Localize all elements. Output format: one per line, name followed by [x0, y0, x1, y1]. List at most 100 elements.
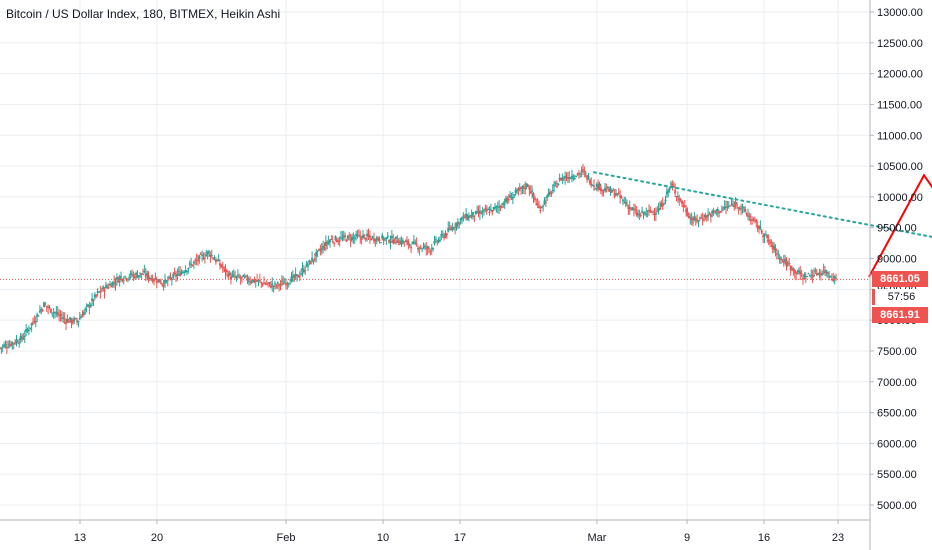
candle-body: [620, 196, 623, 198]
candle-body: [576, 173, 579, 175]
candle-body: [498, 206, 501, 208]
candle-body: [708, 214, 711, 216]
candle-body: [264, 283, 267, 285]
candle-body: [769, 242, 771, 244]
candle-body: [395, 236, 397, 239]
candle-body: [327, 241, 330, 244]
candle-body: [617, 192, 620, 194]
time-tick-label: 23: [832, 532, 844, 544]
candle-body: [102, 286, 105, 290]
candle-body: [572, 177, 575, 179]
candle-body: [131, 274, 133, 276]
candle-body: [483, 209, 485, 211]
candle-body: [206, 251, 209, 254]
candle-body: [415, 243, 418, 245]
candle-body: [283, 282, 286, 284]
candle-body: [429, 250, 432, 252]
candle-body: [582, 169, 584, 171]
price-tick-label: 11500.00: [877, 99, 922, 111]
candle-body: [77, 320, 80, 323]
candle-body: [736, 204, 738, 206]
candle-body: [461, 217, 463, 220]
candle-body: [506, 198, 509, 201]
candle-body: [832, 279, 835, 281]
candle-body: [474, 211, 477, 215]
candle-body: [791, 269, 793, 271]
candle-body: [674, 190, 677, 194]
candle-body: [316, 250, 319, 252]
candle-body: [804, 277, 807, 279]
candle-body: [67, 320, 70, 323]
candle-body: [440, 234, 443, 237]
candle-body: [225, 270, 228, 272]
candle-body: [11, 342, 14, 345]
candle-body: [305, 263, 308, 267]
candle-body: [566, 177, 569, 179]
candle-body: [771, 244, 774, 250]
candle-body: [517, 189, 520, 191]
candle-body: [747, 215, 749, 217]
candle-body: [392, 239, 395, 244]
candle-body: [322, 246, 325, 249]
candle-body: [16, 342, 19, 344]
candle-body: [298, 276, 301, 278]
candle-body: [157, 279, 160, 282]
candle-body: [384, 238, 386, 240]
candle-body: [41, 309, 44, 311]
candle-body: [192, 261, 195, 264]
price-tick-label: 12000.00: [877, 69, 923, 81]
candle-body: [685, 208, 688, 213]
candle-body: [30, 323, 33, 326]
candle-body: [668, 187, 671, 191]
candle-body: [586, 175, 589, 180]
candle-body: [231, 275, 234, 277]
candle-body: [177, 271, 180, 273]
candle-body: [510, 198, 513, 200]
candle-body: [7, 347, 10, 349]
candle-body: [704, 214, 707, 218]
candle-body: [753, 219, 756, 221]
candle-body: [602, 189, 605, 191]
candle-body: [386, 235, 389, 238]
candle-body: [44, 304, 47, 306]
candle-body: [323, 247, 326, 249]
candle-body: [697, 220, 700, 222]
candle-body: [236, 274, 239, 276]
candle-body: [286, 283, 289, 285]
candle-body: [663, 203, 666, 205]
candle-body: [436, 241, 439, 243]
candle-body: [671, 184, 674, 186]
candle-body: [722, 207, 725, 209]
price-tick-label: 9000.00: [877, 254, 917, 266]
candle-body: [219, 263, 221, 266]
candle-body: [764, 234, 767, 236]
projection-arrow: [868, 173, 932, 278]
candle-body: [637, 214, 639, 216]
candle-body: [351, 236, 353, 240]
candle-body: [403, 241, 406, 243]
candle-body: [802, 278, 804, 280]
candle-body: [245, 275, 248, 277]
candle-body: [595, 183, 598, 188]
candle-body: [241, 276, 243, 278]
candle-body: [106, 286, 109, 288]
candle-body: [180, 271, 183, 275]
candle-body: [104, 285, 107, 289]
candle-body: [496, 206, 499, 208]
candle-body: [390, 236, 393, 239]
candle-body: [92, 299, 95, 302]
candle-body: [363, 234, 366, 236]
candle-body: [410, 247, 413, 249]
candle-body: [536, 203, 539, 206]
candle-body: [345, 240, 348, 242]
candle-body: [516, 189, 518, 192]
candle-body: [443, 236, 446, 238]
candle-body: [246, 278, 249, 281]
candle-body: [654, 212, 657, 215]
candle-body: [103, 289, 106, 292]
candle-body: [532, 193, 535, 197]
candle-body: [221, 267, 224, 269]
candle-body: [616, 193, 619, 195]
candles: [0, 163, 837, 354]
